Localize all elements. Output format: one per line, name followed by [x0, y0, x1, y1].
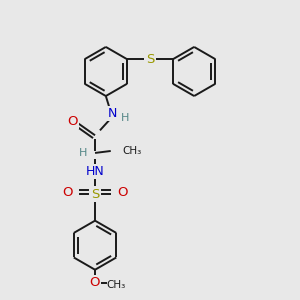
Text: N: N: [108, 107, 117, 120]
Text: H: H: [79, 148, 87, 158]
Text: H: H: [121, 112, 130, 123]
Text: S: S: [146, 53, 154, 66]
Text: CH₃: CH₃: [107, 280, 126, 290]
Text: O: O: [117, 186, 128, 199]
Text: O: O: [67, 115, 78, 128]
Text: HN: HN: [86, 165, 104, 178]
Text: CH₃: CH₃: [122, 146, 142, 156]
Text: O: O: [62, 186, 73, 199]
Text: O: O: [89, 276, 99, 289]
Text: S: S: [91, 188, 99, 201]
